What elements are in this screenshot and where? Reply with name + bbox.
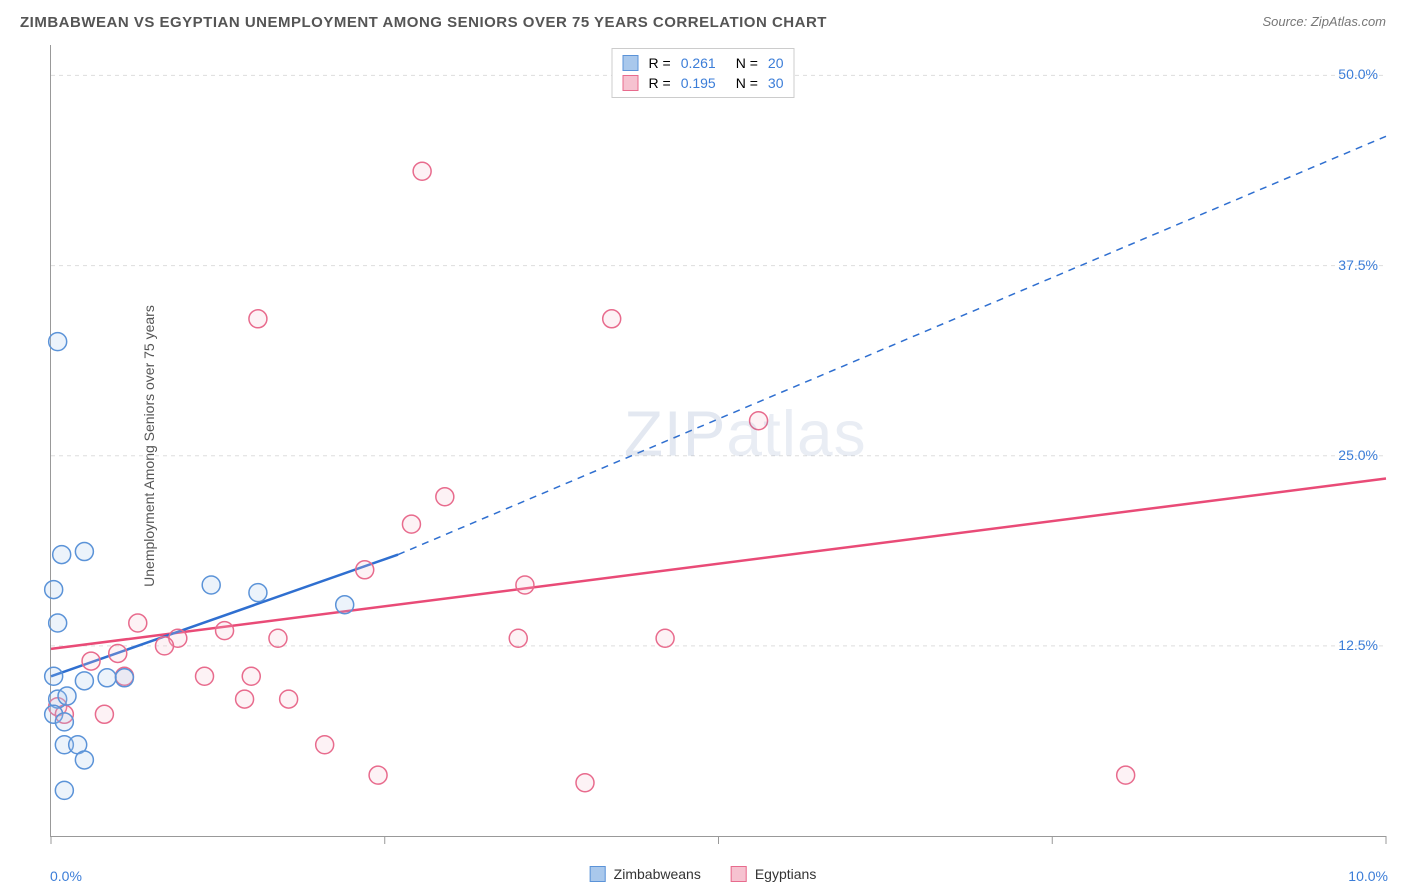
legend-label-egy: Egyptians	[755, 866, 816, 882]
y-tick-label: 25.0%	[1338, 447, 1378, 463]
y-tick-label: 50.0%	[1338, 66, 1378, 82]
x-tick-label-min: 0.0%	[50, 868, 82, 884]
legend-r-value-zim: 0.261	[681, 55, 716, 71]
correlation-legend: R = 0.261 N = 20 R = 0.195 N = 30	[612, 48, 795, 98]
plot-area: ZIPatlas 12.5%25.0%37.5%50.0%	[50, 45, 1386, 837]
legend-row-zimbabweans: R = 0.261 N = 20	[623, 53, 784, 73]
chart-title: ZIMBABWEAN VS EGYPTIAN UNEMPLOYMENT AMON…	[20, 14, 827, 31]
legend-label-zim: Zimbabweans	[614, 866, 701, 882]
legend-item-egyptians[interactable]: Egyptians	[731, 866, 816, 882]
legend-n-value-egy: 30	[768, 75, 784, 91]
source-attribution: Source: ZipAtlas.com	[1262, 14, 1386, 29]
legend-n-value-zim: 20	[768, 55, 784, 71]
swatch-zim-bottom	[590, 866, 606, 882]
y-tick-label: 12.5%	[1338, 637, 1378, 653]
y-tick-label: 37.5%	[1338, 257, 1378, 273]
legend-row-egyptians: R = 0.195 N = 30	[623, 73, 784, 93]
legend-n-label2: N =	[736, 75, 758, 91]
chart-container: ZIMBABWEAN VS EGYPTIAN UNEMPLOYMENT AMON…	[0, 0, 1406, 892]
series-legend: Zimbabweans Egyptians	[590, 866, 817, 882]
legend-n-label: N =	[736, 55, 758, 71]
swatch-egy-bottom	[731, 866, 747, 882]
chart-svg	[51, 45, 1386, 836]
legend-r-label: R =	[649, 55, 671, 71]
swatch-egyptians	[623, 75, 639, 91]
legend-item-zimbabweans[interactable]: Zimbabweans	[590, 866, 701, 882]
swatch-zimbabweans	[623, 55, 639, 71]
legend-r-label2: R =	[649, 75, 671, 91]
legend-r-value-egy: 0.195	[681, 75, 716, 91]
x-tick-label-max: 10.0%	[1348, 868, 1388, 884]
